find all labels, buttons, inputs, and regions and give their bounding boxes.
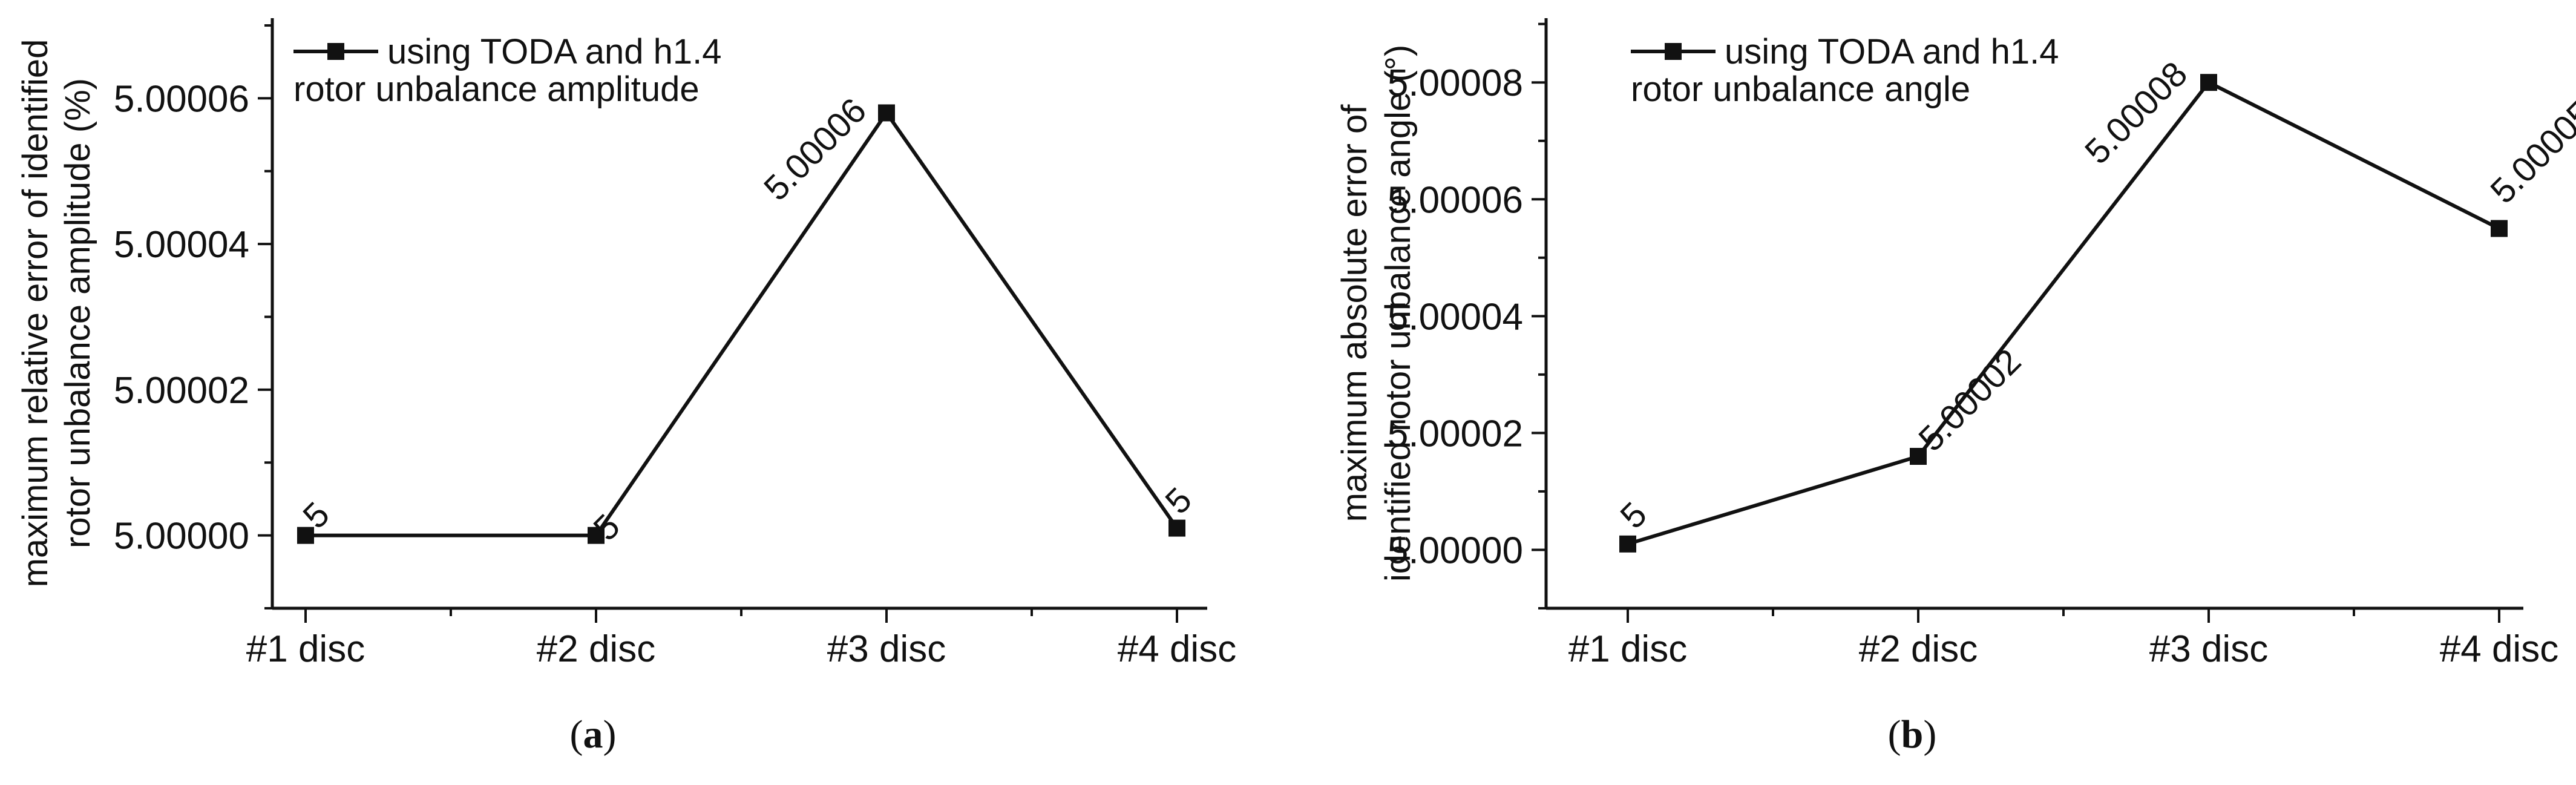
x-tick-label: #1 disc: [1568, 628, 1687, 670]
data-point: [2491, 220, 2508, 237]
legend-subtitle: rotor unbalance amplitude: [293, 70, 700, 109]
data-point: [878, 104, 895, 122]
y-tick-label: 5.00004: [1388, 296, 1523, 338]
data-point: [588, 527, 605, 544]
y-axis-label-line: rotor unbalance amplitude (%): [58, 78, 97, 548]
legend-marker: [327, 43, 344, 60]
y-tick-label: 5.00000: [1388, 530, 1523, 571]
panel-caption: (a): [570, 712, 617, 757]
panel-caption: (b): [1888, 712, 1937, 757]
y-axis-label-line: maximum absolute error of: [1335, 104, 1374, 522]
legend-subtitle: rotor unbalance angle: [1631, 70, 1970, 109]
data-point: [297, 527, 314, 544]
x-tick-label: #1 disc: [246, 628, 365, 670]
y-tick-label: 5.00002: [114, 370, 249, 412]
x-tick-label: #4 disc: [1118, 628, 1236, 670]
x-tick-label: #3 disc: [827, 628, 946, 670]
series-line: [1627, 80, 2500, 546]
y-tick-label: 5.00008: [1388, 62, 1523, 104]
y-tick-label: 5.00006: [114, 78, 249, 120]
x-tick-label: #2 disc: [537, 628, 655, 670]
data-point: [1910, 448, 1927, 465]
data-label: 5.00008: [2077, 54, 2195, 171]
x-tick-label: #3 disc: [2149, 628, 2268, 670]
y-tick-label: 5.00000: [114, 516, 249, 557]
y-tick-label: 5.00002: [1388, 413, 1523, 455]
chart-panel-a: 5.00000 5.00002 5.00004 5.00006 #1 disc #2 di…: [16, 18, 1236, 757]
data-point: [1619, 535, 1636, 553]
data-label: 5: [1158, 480, 1199, 522]
data-label: 5: [1613, 494, 1654, 536]
data-point: [2200, 74, 2217, 91]
data-label: 5.00002: [1911, 341, 2028, 459]
y-tick-label: 5.00006: [1388, 179, 1523, 221]
data-label: 5.00006: [756, 91, 874, 208]
y-tick-label: 5.00004: [114, 224, 249, 266]
chart-panel-b: 5.00000 5.00002 5.00004 5.00006 5.00008 #1 di…: [1335, 18, 2576, 757]
y-axis-label-line: maximum relative error of identified: [16, 39, 55, 588]
legend-label: using TODA and h1.4: [387, 32, 721, 71]
x-tick-label: #4 disc: [2440, 628, 2558, 670]
x-tick-label: #2 disc: [1859, 628, 1978, 670]
series-line: [306, 110, 1179, 537]
legend-marker: [1665, 43, 1682, 60]
data-point: [1168, 519, 1185, 537]
data-label: 5.00005: [2483, 94, 2576, 211]
y-axis-label-line: identified rotor unbalance angle (°): [1378, 45, 1418, 582]
legend-label: using TODA and h1.4: [1725, 32, 2059, 71]
